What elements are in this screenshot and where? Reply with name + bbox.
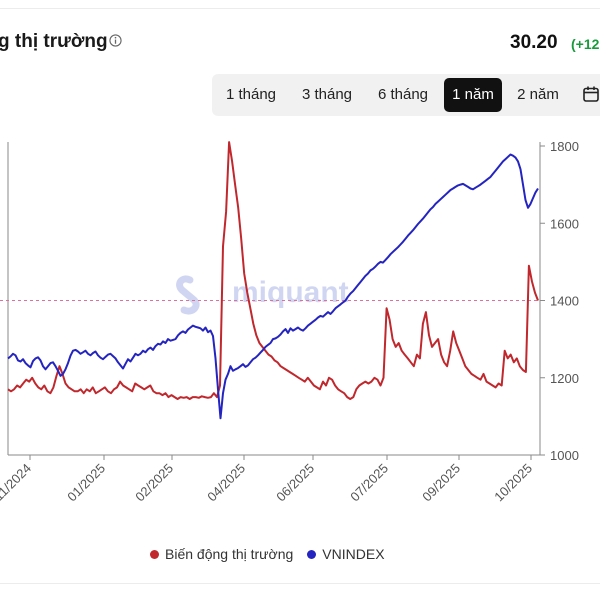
range-1-year[interactable]: 1 năm [444, 78, 502, 112]
y-tick-label: 1200 [550, 371, 579, 386]
legend-label-market: Biến động thị trường [165, 546, 294, 562]
x-tick-label: 07/2025 [347, 461, 391, 505]
vnindex-legend-dot [307, 549, 317, 559]
vnindex-line [7, 153, 539, 420]
chart-legend: Biến động thị trường VNINDEX [150, 546, 399, 562]
range-2-years[interactable]: 2 năm [517, 86, 559, 103]
range-1-month[interactable]: 1 tháng [225, 86, 277, 103]
range-3-months[interactable]: 3 tháng [301, 86, 353, 103]
market-legend-dot [150, 549, 159, 559]
watermark-text: miquant [232, 276, 349, 309]
legend-item-market[interactable]: Biến động thị trường [150, 546, 293, 562]
legend-label-vnindex: VNINDEX [322, 546, 385, 562]
market-chart: miquant 1000 1200 1400 1600 1800 11/2024 01/20… [0, 139, 579, 505]
x-tick-label: 01/2025 [64, 461, 108, 505]
x-tick-label: 09/2025 [419, 461, 463, 505]
y-tick-label: 1000 [550, 448, 579, 463]
x-tick-label: 04/2025 [204, 461, 248, 505]
range-selector [212, 74, 600, 116]
change-value: (+12 [571, 36, 600, 52]
market-volatility-line [7, 141, 539, 400]
chart-title: g thị trường [0, 31, 108, 52]
y-tick-label: 1400 [550, 294, 579, 309]
y-tick-label: 1600 [550, 216, 579, 231]
x-tick-label: 06/2025 [273, 461, 317, 505]
current-value: 30.20 [510, 32, 558, 53]
x-tick-label: 11/2024 [0, 461, 34, 504]
range-6-months[interactable]: 6 tháng [377, 86, 429, 103]
x-tick-label: 10/2025 [491, 461, 535, 505]
calendar-icon[interactable] [582, 85, 600, 103]
info-icon[interactable] [109, 34, 122, 47]
y-tick-label: 1800 [550, 139, 579, 154]
x-tick-label: 02/2025 [132, 461, 176, 505]
miquant-watermark: miquant [176, 275, 349, 315]
legend-item-vnindex[interactable]: VNINDEX [307, 546, 385, 562]
